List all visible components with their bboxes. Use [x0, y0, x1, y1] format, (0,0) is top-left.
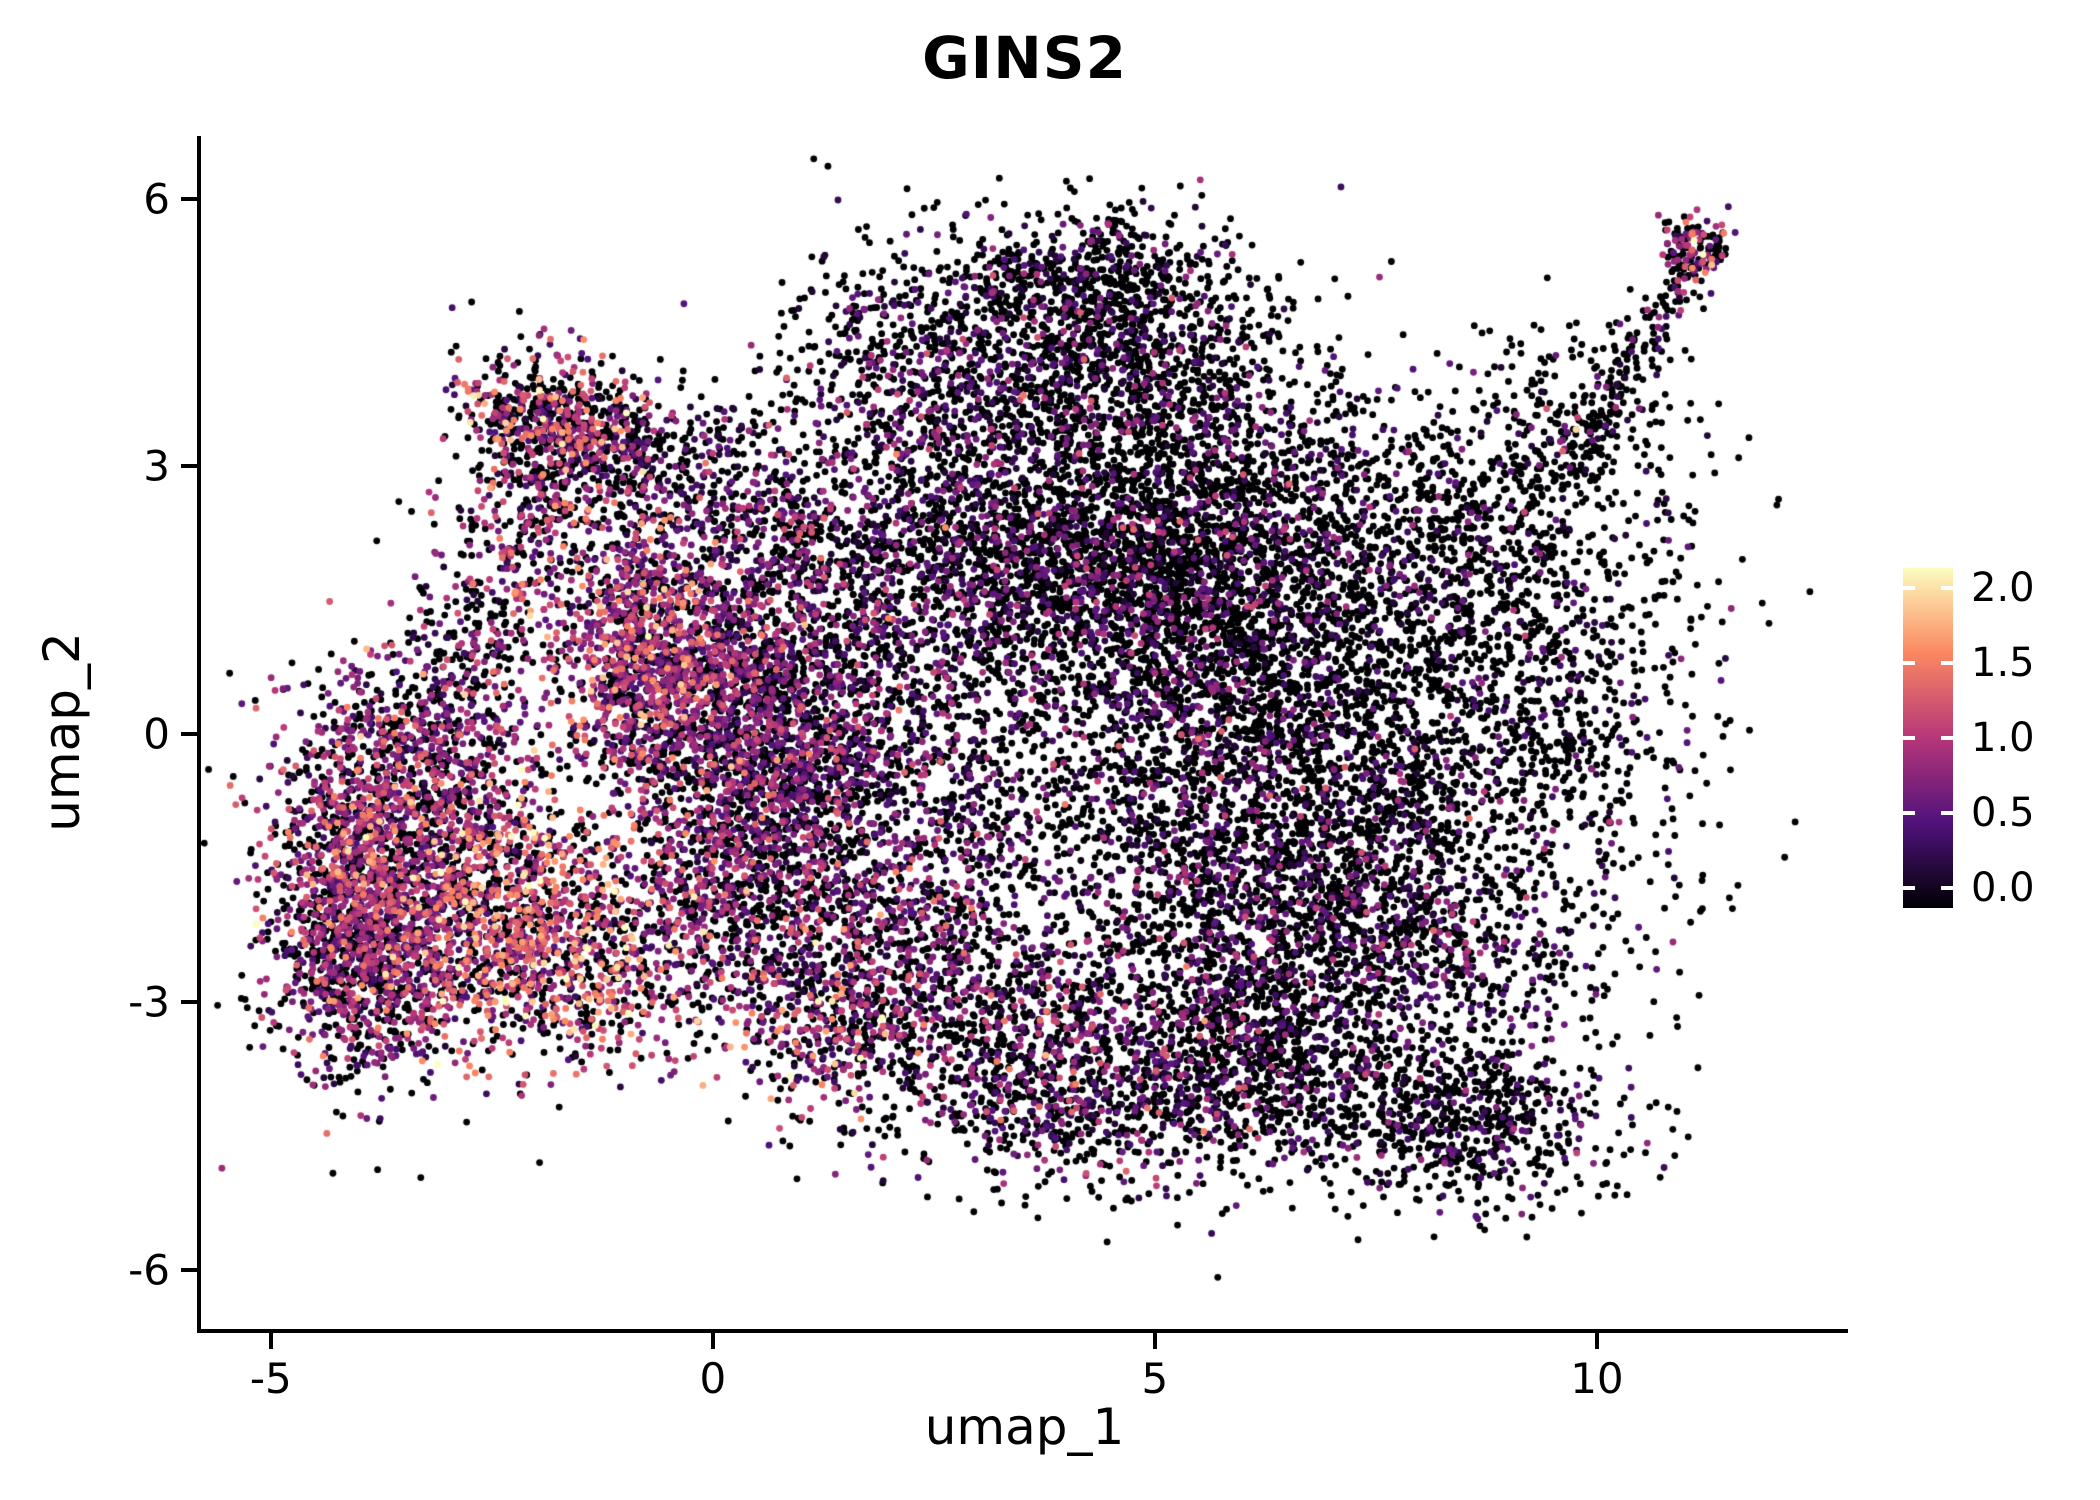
y-tick-mark [181, 464, 197, 469]
x-tick-mark [1594, 1333, 1599, 1349]
colorbar-tick [1903, 736, 1915, 740]
colorbar-tick [1903, 586, 1915, 590]
x-tick-label: 0 [699, 1354, 727, 1403]
x-tick-mark [710, 1333, 715, 1349]
x-tick-label: 5 [1141, 1354, 1169, 1403]
x-axis-label: umap_1 [924, 1398, 1125, 1456]
x-tick-mark [1152, 1333, 1157, 1349]
y-tick-mark [181, 732, 197, 737]
colorbar-tick [1903, 811, 1915, 815]
y-tick-label: 0 [143, 709, 170, 759]
x-tick-label: 10 [1570, 1354, 1624, 1403]
y-tick-label: -6 [128, 1245, 170, 1295]
colorbar-tick-label: 1.0 [1971, 715, 2035, 761]
colorbar-tick [1903, 661, 1915, 665]
y-tick-mark [181, 1000, 197, 1005]
colorbar-tick-label: 2.0 [1971, 565, 2035, 611]
y-tick-mark [181, 196, 197, 201]
y-tick-label: 3 [143, 441, 170, 491]
colorbar-tick [1941, 661, 1953, 665]
colorbar-tick-label: 0.0 [1971, 865, 2035, 911]
y-tick-label: 6 [143, 174, 170, 223]
colorbar-tick [1941, 811, 1953, 815]
x-axis-line [197, 1329, 1848, 1333]
plot-title: GINS2 [922, 24, 1127, 92]
scatter-canvas [201, 136, 1848, 1329]
colorbar-tick [1941, 886, 1953, 890]
colorbar-tick [1941, 586, 1953, 590]
x-tick-mark [268, 1333, 273, 1349]
x-tick-label: -5 [249, 1354, 292, 1403]
colorbar-tick [1941, 736, 1953, 740]
y-axis-label: umap_2 [33, 632, 91, 832]
y-tick-label: -3 [128, 977, 170, 1027]
colorbar-tick-label: 0.5 [1971, 790, 2035, 836]
y-axis-line [197, 136, 201, 1333]
colorbar-tick [1903, 886, 1915, 890]
colorbar-tick-label: 1.5 [1971, 640, 2035, 686]
y-tick-mark [181, 1268, 197, 1273]
